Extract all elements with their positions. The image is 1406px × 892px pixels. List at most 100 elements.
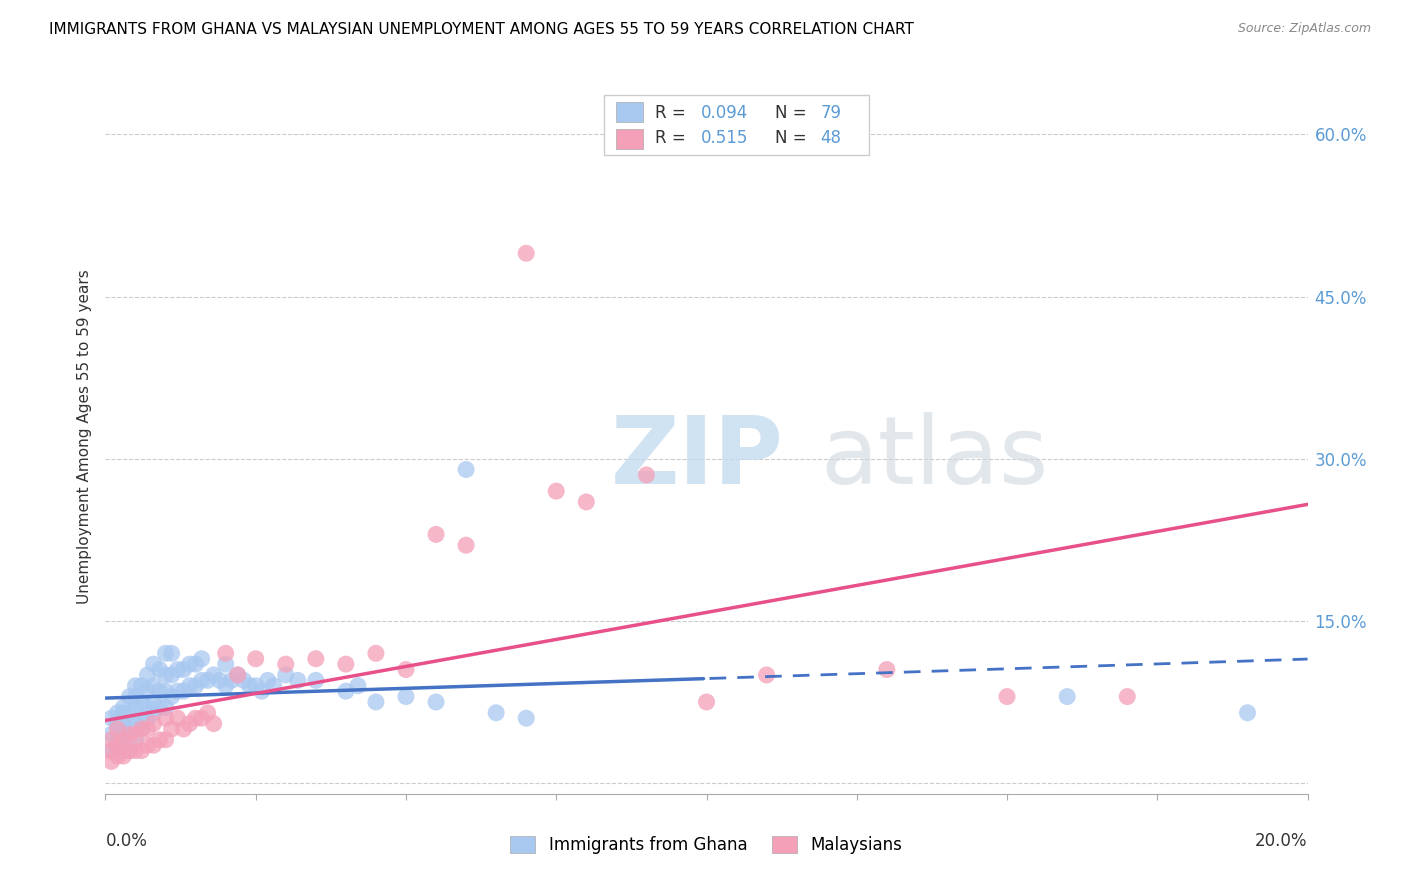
Point <box>142 706 165 720</box>
Point <box>136 700 159 714</box>
Point <box>184 657 207 672</box>
Point <box>112 732 135 747</box>
Text: 48: 48 <box>821 129 842 147</box>
Point <box>485 706 508 720</box>
Point <box>166 684 188 698</box>
Point <box>546 484 568 499</box>
Point <box>107 744 129 758</box>
Text: IMMIGRANTS FROM GHANA VS MALAYSIAN UNEMPLOYMENT AMONG AGES 55 TO 59 YEARS CORREL: IMMIGRANTS FROM GHANA VS MALAYSIAN UNEMP… <box>49 22 914 37</box>
Point <box>274 657 297 672</box>
Point <box>214 657 236 672</box>
Point <box>118 744 141 758</box>
Point <box>124 727 146 741</box>
Point <box>124 679 146 693</box>
Point <box>245 679 267 693</box>
Y-axis label: Unemployment Among Ages 55 to 59 years: Unemployment Among Ages 55 to 59 years <box>76 269 91 605</box>
Text: 79: 79 <box>821 103 842 121</box>
Point <box>335 684 357 698</box>
Point <box>124 690 146 704</box>
Point <box>112 700 135 714</box>
Point <box>232 673 254 688</box>
Point <box>136 722 159 736</box>
Point <box>118 744 141 758</box>
Point <box>305 673 328 688</box>
Point <box>142 679 165 693</box>
Point <box>131 722 153 736</box>
Point <box>454 538 477 552</box>
Point <box>179 657 201 672</box>
Point <box>148 732 170 747</box>
Text: 20.0%: 20.0% <box>1256 831 1308 850</box>
Point <box>160 668 183 682</box>
Point <box>112 706 135 720</box>
Point <box>425 695 447 709</box>
Point <box>136 668 159 682</box>
Point <box>179 716 201 731</box>
Point <box>107 732 129 747</box>
Point <box>250 684 273 698</box>
Point <box>136 738 159 752</box>
Point <box>395 663 418 677</box>
Point <box>876 663 898 677</box>
Point <box>148 700 170 714</box>
Point <box>202 716 225 731</box>
Point <box>995 690 1018 704</box>
Text: N =: N = <box>775 103 811 121</box>
Text: Source: ZipAtlas.com: Source: ZipAtlas.com <box>1237 22 1371 36</box>
Point <box>214 646 236 660</box>
Text: R =: R = <box>655 129 690 147</box>
Point <box>173 663 195 677</box>
Point <box>131 679 153 693</box>
Point <box>636 467 658 482</box>
Point <box>107 706 129 720</box>
Point <box>179 679 201 693</box>
Text: 0.515: 0.515 <box>700 129 748 147</box>
Point <box>155 646 177 660</box>
Point <box>112 727 135 741</box>
Point <box>364 695 387 709</box>
Point <box>112 744 135 758</box>
Point <box>190 673 212 688</box>
Point <box>696 695 718 709</box>
Point <box>166 663 188 677</box>
Point <box>305 651 328 665</box>
Point <box>100 744 122 758</box>
Point <box>142 738 165 752</box>
Point <box>118 722 141 736</box>
Point <box>124 700 146 714</box>
Point <box>364 646 387 660</box>
Point <box>575 495 598 509</box>
Point <box>142 695 165 709</box>
Point <box>197 673 219 688</box>
Point <box>155 711 177 725</box>
Point <box>131 722 153 736</box>
Point <box>263 679 285 693</box>
Point <box>118 690 141 704</box>
Point <box>173 722 195 736</box>
Point <box>100 755 122 769</box>
Point <box>515 246 537 260</box>
Point <box>107 738 129 752</box>
Point <box>202 668 225 682</box>
Point <box>454 462 477 476</box>
Bar <box>616 102 643 122</box>
Point <box>160 646 183 660</box>
Point <box>208 673 231 688</box>
Text: R =: R = <box>655 103 690 121</box>
Point <box>136 711 159 725</box>
Point <box>1056 690 1078 704</box>
Point <box>226 668 249 682</box>
Point <box>190 711 212 725</box>
Point <box>124 744 146 758</box>
Point <box>166 711 188 725</box>
Point <box>274 668 297 682</box>
Legend: Immigrants from Ghana, Malaysians: Immigrants from Ghana, Malaysians <box>503 829 910 861</box>
Point <box>173 684 195 698</box>
Point <box>256 673 278 688</box>
Point <box>347 679 370 693</box>
Point <box>112 749 135 764</box>
FancyBboxPatch shape <box>605 95 869 155</box>
Point <box>124 732 146 747</box>
Point <box>131 695 153 709</box>
Point <box>100 744 122 758</box>
